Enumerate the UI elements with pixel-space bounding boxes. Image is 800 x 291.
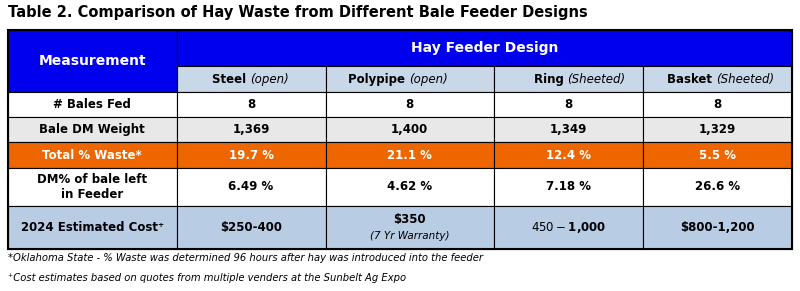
Bar [494, 143, 643, 168]
Text: Hay Feeder Design: Hay Feeder Design [410, 41, 558, 55]
Bar [177, 92, 326, 117]
Text: (open): (open) [409, 72, 447, 86]
Text: Ring: Ring [534, 72, 567, 86]
Text: 4.62 %: 4.62 % [387, 180, 432, 193]
Text: 1,349: 1,349 [550, 123, 587, 136]
Text: Bale DM Weight: Bale DM Weight [39, 123, 145, 136]
Text: Measurement: Measurement [38, 54, 146, 68]
Text: DM% of bale left
in Feeder: DM% of bale left in Feeder [38, 173, 147, 201]
Text: 26.6 %: 26.6 % [695, 180, 740, 193]
Text: *Oklahoma State - % Waste was determined 96 hours after hay was introduced into : *Oklahoma State - % Waste was determined… [8, 253, 483, 263]
Bar [8, 30, 177, 92]
Bar [177, 143, 326, 168]
Bar [326, 168, 494, 206]
Text: 1,369: 1,369 [232, 123, 270, 136]
Bar [326, 143, 494, 168]
Text: $800-1,200: $800-1,200 [680, 221, 755, 234]
Text: 21.1 %: 21.1 % [387, 149, 432, 162]
Text: Total % Waste*: Total % Waste* [42, 149, 142, 162]
Text: Basket: Basket [667, 72, 717, 86]
Text: 6.49 %: 6.49 % [229, 180, 274, 193]
Text: 1,400: 1,400 [391, 123, 429, 136]
Bar [326, 117, 494, 143]
Text: $350: $350 [394, 213, 426, 226]
Text: (7 Yr Warranty): (7 Yr Warranty) [370, 231, 450, 242]
Bar [177, 66, 326, 92]
Text: Steel: Steel [212, 72, 250, 86]
Bar [494, 92, 643, 117]
Bar [177, 206, 326, 249]
Bar [643, 66, 792, 92]
Bar [643, 117, 792, 143]
Text: 12.4 %: 12.4 % [546, 149, 591, 162]
Text: 1,329: 1,329 [699, 123, 736, 136]
Bar [8, 168, 177, 206]
Bar [8, 117, 177, 143]
Text: 2024 Estimated Cost⁺: 2024 Estimated Cost⁺ [21, 221, 164, 234]
Bar [8, 143, 177, 168]
Text: (Sheeted): (Sheeted) [567, 72, 626, 86]
Bar [494, 66, 643, 92]
Bar [643, 168, 792, 206]
Bar [326, 206, 494, 249]
Text: 8: 8 [565, 98, 573, 111]
Text: $450-$1,000: $450-$1,000 [531, 220, 606, 235]
Bar [177, 30, 792, 66]
Bar [643, 92, 792, 117]
Text: 19.7 %: 19.7 % [229, 149, 274, 162]
Text: Table 2. Comparison of Hay Waste from Different Bale Feeder Designs: Table 2. Comparison of Hay Waste from Di… [8, 5, 588, 20]
Bar [177, 168, 326, 206]
Text: Polypipe: Polypipe [348, 72, 409, 86]
Bar [494, 117, 643, 143]
Text: (open): (open) [250, 72, 289, 86]
Text: 5.5 %: 5.5 % [699, 149, 736, 162]
Bar [326, 92, 494, 117]
Text: ⁺Cost estimates based on quotes from multiple venders at the Sunbelt Ag Expo: ⁺Cost estimates based on quotes from mul… [8, 273, 406, 283]
Bar [494, 206, 643, 249]
Bar [8, 30, 792, 249]
Text: 8: 8 [406, 98, 414, 111]
Bar [8, 92, 177, 117]
Text: 8: 8 [247, 98, 255, 111]
Bar [643, 206, 792, 249]
Bar [643, 143, 792, 168]
Text: $250-400: $250-400 [220, 221, 282, 234]
Text: # Bales Fed: # Bales Fed [54, 98, 131, 111]
Bar [326, 66, 494, 92]
Bar [494, 168, 643, 206]
Bar [8, 206, 177, 249]
Bar [177, 117, 326, 143]
Text: (Sheeted): (Sheeted) [717, 72, 774, 86]
Text: 7.18 %: 7.18 % [546, 180, 591, 193]
Text: 8: 8 [714, 98, 722, 111]
